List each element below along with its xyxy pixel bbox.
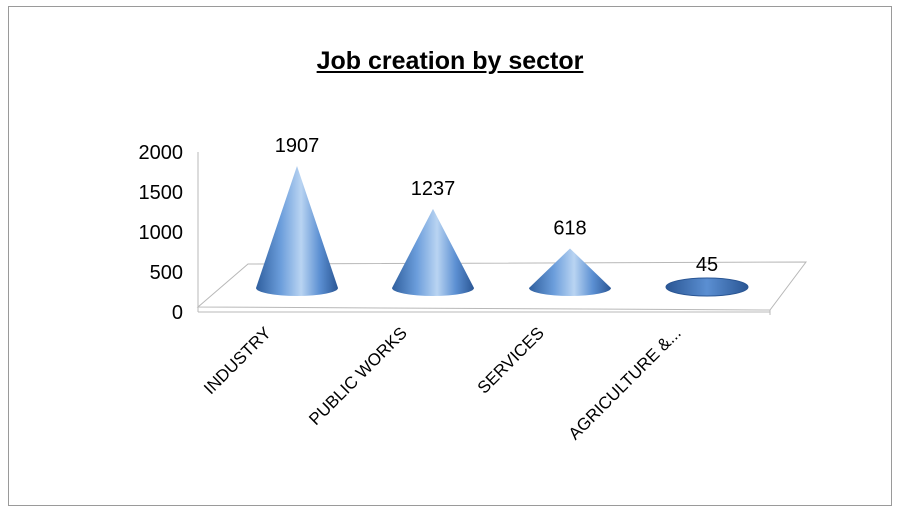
y-tick-label: 500 xyxy=(150,262,183,284)
data-label: 45 xyxy=(696,254,718,276)
cone-body xyxy=(392,208,474,296)
cone-base xyxy=(665,277,749,297)
cone-2 xyxy=(392,208,474,296)
chart-floor xyxy=(196,152,808,315)
y-tick-label: 1500 xyxy=(139,182,184,204)
x-tick-label: PUBLIC WORKS xyxy=(305,323,411,429)
y-tick-label: 2000 xyxy=(139,142,184,164)
x-axis: INDUSTRY PUBLIC WORKS SERVICES AGRICULTURE … xyxy=(200,323,685,443)
floor-plane xyxy=(196,261,808,311)
cone-1 xyxy=(256,165,338,296)
data-label: 1907 xyxy=(275,135,320,157)
data-label: 1237 xyxy=(411,178,456,200)
cone-body xyxy=(529,248,611,296)
data-label: 618 xyxy=(553,217,586,239)
x-tick-label: SERVICES xyxy=(474,323,548,397)
cone-body xyxy=(256,165,338,296)
cone-4 xyxy=(665,277,749,297)
y-axis: 0 500 1000 1500 2000 xyxy=(139,142,184,324)
cone-3 xyxy=(529,248,611,296)
data-labels: 1907 1237 618 45 xyxy=(275,135,718,276)
x-tick-label: AGRICULTURE &... xyxy=(565,323,685,443)
chart-cones xyxy=(256,165,749,297)
x-tick-label: INDUSTRY xyxy=(200,323,275,398)
y-tick-label: 0 xyxy=(172,302,183,324)
chart-title: Job creation by sector xyxy=(316,47,584,75)
y-tick-label: 1000 xyxy=(139,222,184,244)
